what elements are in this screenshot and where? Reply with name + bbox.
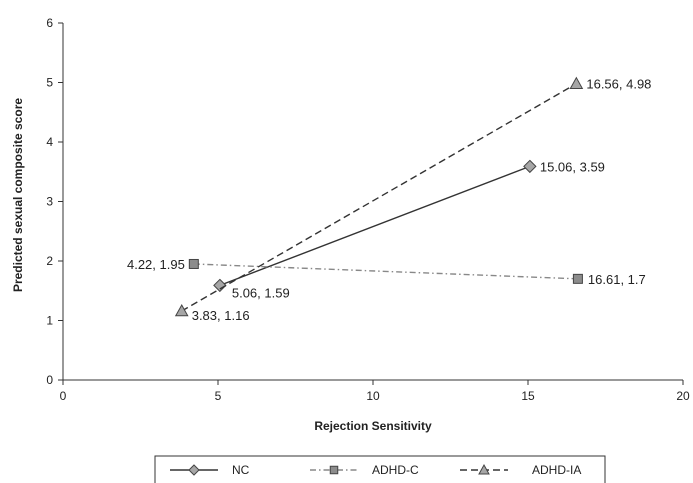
series-nc: 5.06, 1.59 15.06, 3.59 (213, 159, 605, 300)
y-tick-label: 6 (46, 16, 53, 30)
y-ticks: 0 1 2 3 4 5 6 (46, 16, 63, 387)
x-axis-title: Rejection Sensitivity (314, 419, 432, 433)
series-line (181, 83, 577, 312)
legend-item-nc: NC (170, 463, 250, 477)
data-point (188, 258, 199, 269)
data-point (572, 273, 583, 284)
y-tick-label: 4 (46, 135, 53, 149)
legend-marker (188, 464, 200, 476)
x-ticks: 0 5 10 15 20 (60, 380, 690, 403)
x-tick-label: 0 (60, 389, 67, 403)
legend-item-adhd-c: ADHD-C (310, 463, 419, 477)
data-point (523, 159, 537, 174)
data-label: 5.06, 1.59 (232, 285, 290, 300)
series-line (219, 165, 531, 287)
data-label: 16.56, 4.98 (586, 77, 651, 92)
series-adhd-c: 4.22, 1.95 16.61, 1.7 (127, 257, 646, 287)
data-label: 4.22, 1.95 (127, 257, 185, 272)
y-axis-title: Predicted sexual composite score (11, 98, 25, 292)
x-tick-label: 20 (676, 389, 690, 403)
data-point (213, 278, 227, 293)
y-tick-label: 1 (46, 314, 53, 328)
legend: NC ADHD-C ADHD-IA (154, 455, 606, 483)
data-point (174, 303, 189, 317)
series-adhd-ia: 3.83, 1.16 16.56, 4.98 (174, 76, 651, 323)
legend-label: NC (232, 463, 250, 477)
y-tick-label: 3 (46, 195, 53, 209)
legend-box (154, 455, 606, 483)
legend-marker (329, 465, 339, 475)
x-tick-label: 5 (215, 389, 222, 403)
data-label: 3.83, 1.16 (192, 308, 250, 323)
data-point (569, 76, 584, 89)
legend-label: ADHD-C (372, 463, 419, 477)
y-tick-label: 5 (46, 76, 53, 90)
legend-item-adhd-ia: ADHD-IA (460, 463, 581, 477)
x-tick-label: 10 (366, 389, 380, 403)
data-label: 15.06, 3.59 (540, 159, 605, 174)
x-tick-label: 15 (521, 389, 535, 403)
legend-marker (478, 463, 490, 475)
series-layer: 5.06, 1.59 15.06, 3.59 4.22, 1.95 16.61, 1.… (127, 76, 651, 323)
y-tick-label: 0 (46, 373, 53, 387)
data-label: 16.61, 1.7 (588, 272, 646, 287)
legend-label: ADHD-IA (532, 463, 581, 477)
y-tick-label: 2 (46, 254, 53, 268)
